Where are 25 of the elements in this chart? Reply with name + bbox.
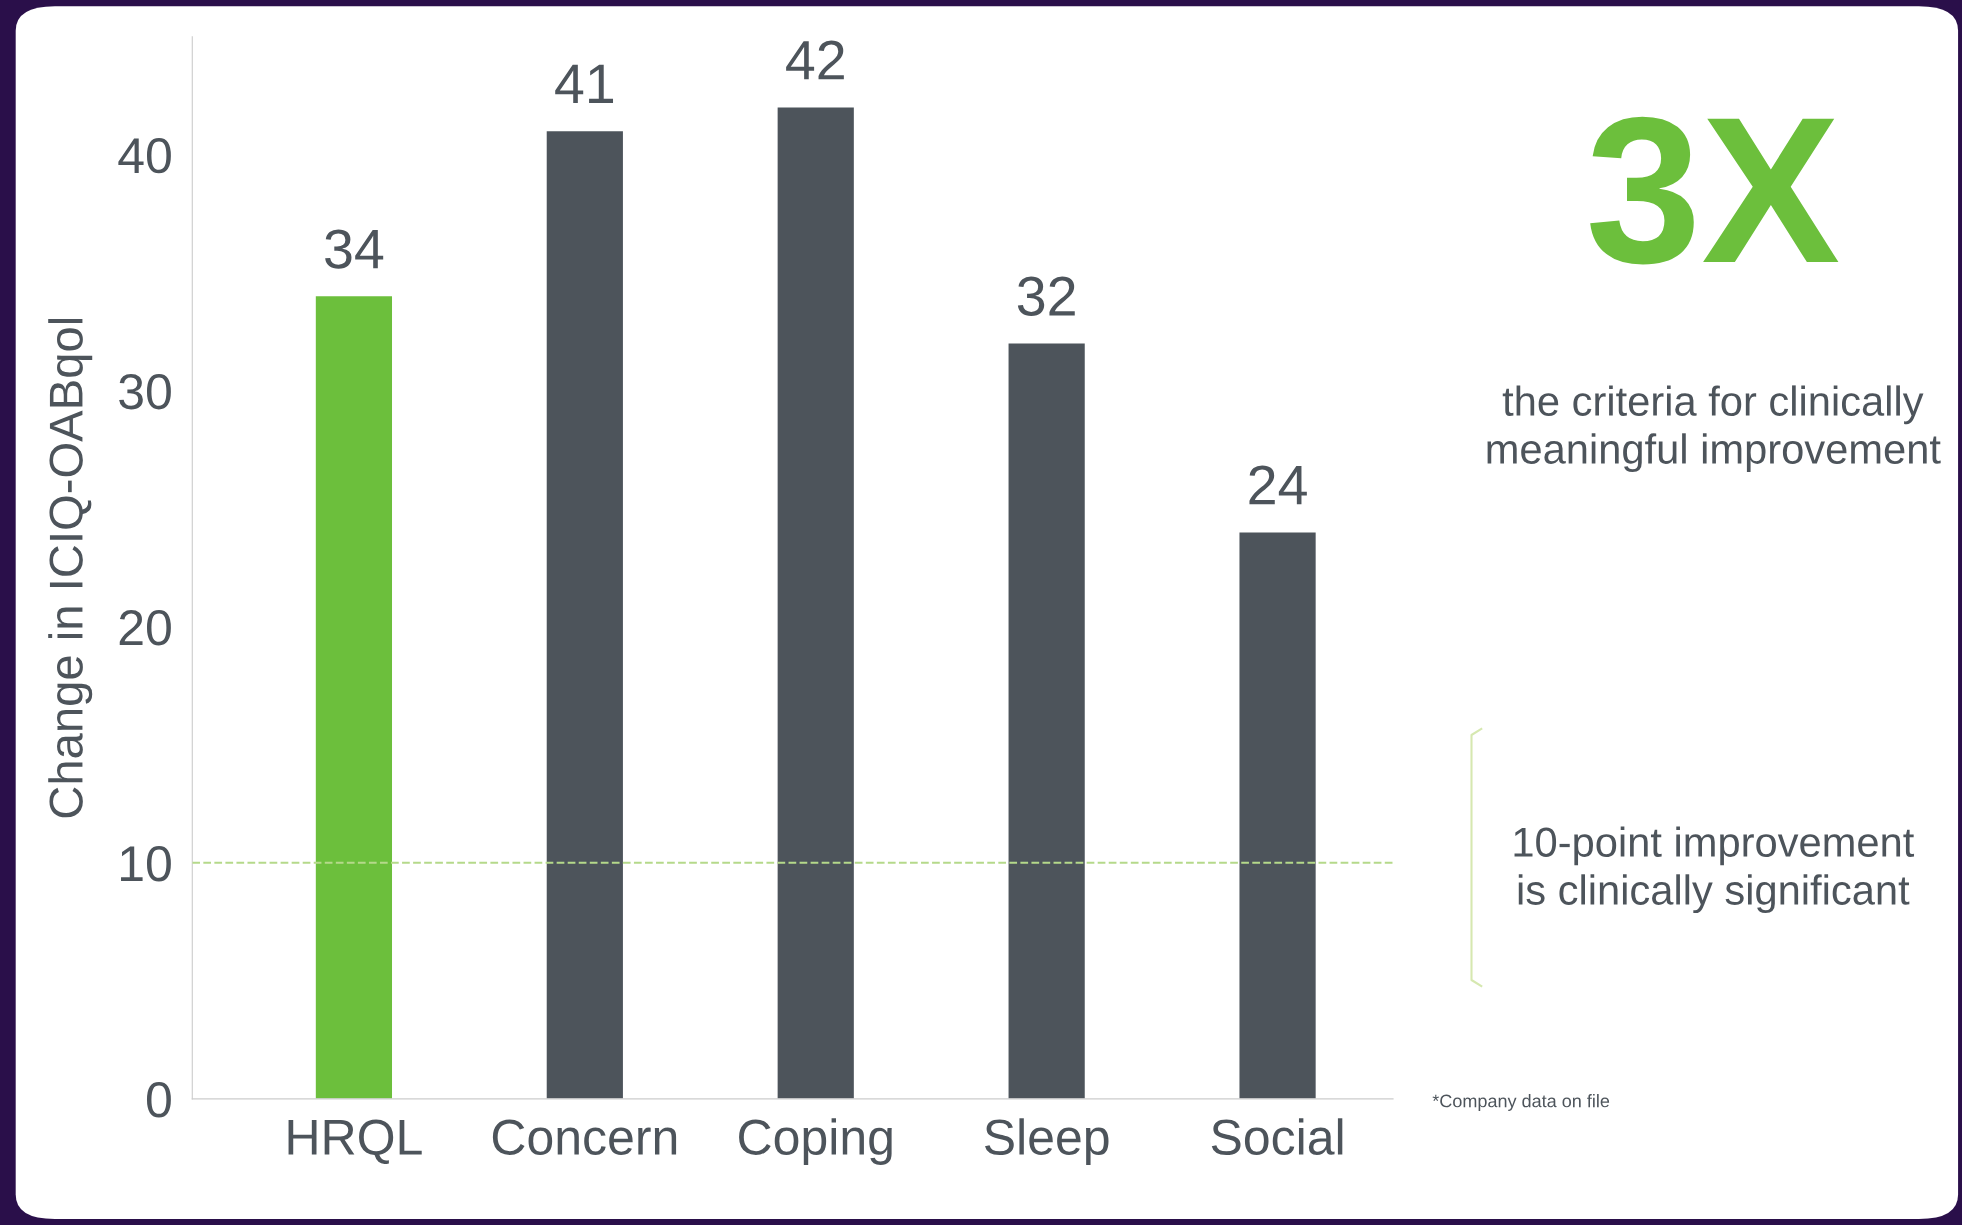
data-label: 32	[1017, 276, 1075, 316]
y-tick-label: 30	[119, 373, 171, 410]
y-axis-title: Change in ICIQ-OABqol	[48, 318, 93, 818]
x-tick-label: Social	[1211, 1118, 1343, 1155]
y-tick-label: 20	[119, 609, 171, 646]
x-tick-label: Coping	[739, 1118, 892, 1165]
text: 3X	[1590, 116, 1839, 265]
data-label: 41	[555, 64, 614, 103]
data-label: 24	[1249, 465, 1307, 505]
text: *Company data on file	[1432, 1094, 1610, 1111]
bar	[546, 131, 623, 1099]
data-label: 42	[786, 40, 844, 80]
bar	[1239, 532, 1316, 1099]
bar	[777, 107, 854, 1099]
text: the criteria for clinically meaningful improvement	[1487, 385, 1941, 473]
y-tick-label: 10	[121, 846, 171, 882]
x-tick-label: HRQL	[288, 1119, 422, 1164]
data-label: 34	[325, 229, 384, 269]
x-tick-label: Concern	[492, 1119, 677, 1155]
y-tick-label: 40	[118, 137, 171, 174]
x-tick-label: Sleep	[984, 1118, 1109, 1165]
y-tick-label: 0	[146, 1082, 171, 1118]
text: 10-point improvement is clinically significant	[1514, 826, 1915, 914]
bar	[315, 296, 393, 1099]
bar	[1008, 343, 1085, 1099]
